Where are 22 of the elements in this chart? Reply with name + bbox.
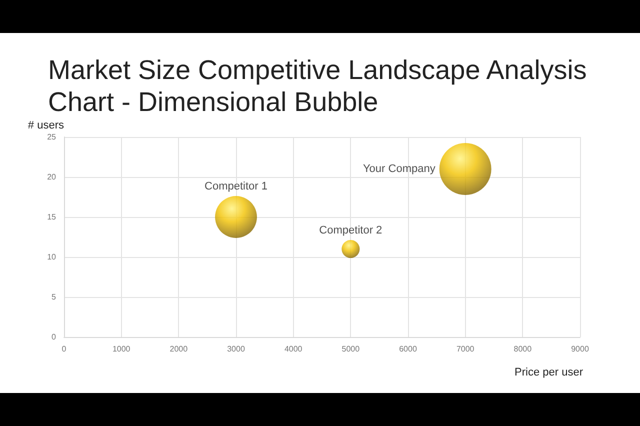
- x-tick-label: 2000: [170, 344, 188, 354]
- y-tick-label: 20: [47, 172, 57, 182]
- y-axis-title: # users: [28, 120, 64, 132]
- y-tick-label: 10: [47, 252, 57, 262]
- x-tick-label: 4000: [284, 344, 303, 354]
- x-tick-label: 7000: [456, 344, 475, 354]
- x-tick-label: 5000: [342, 344, 360, 354]
- chart-title: Market Size Competitive Landscape Analysis Chart - Dimensional Bubble: [48, 54, 588, 118]
- y-tick-label: 15: [47, 212, 57, 222]
- annotation: Competitor 2: [319, 224, 382, 236]
- x-axis-title: Price per user: [514, 366, 584, 378]
- annotation: Competitor 1: [204, 180, 268, 193]
- x-tick-label: 1000: [112, 344, 131, 354]
- x-tick-label: 6000: [399, 344, 418, 354]
- y-tick-label: 0: [52, 332, 57, 342]
- x-tick-label: 0: [62, 344, 67, 354]
- annotation: Your Company: [362, 163, 436, 175]
- x-tick-label: 8000: [514, 344, 532, 354]
- y-tick-label: 5: [52, 292, 57, 302]
- x-tick-label: 3000: [227, 344, 246, 354]
- y-tick-label: 25: [47, 132, 57, 142]
- x-tick-label: 9000: [571, 344, 590, 354]
